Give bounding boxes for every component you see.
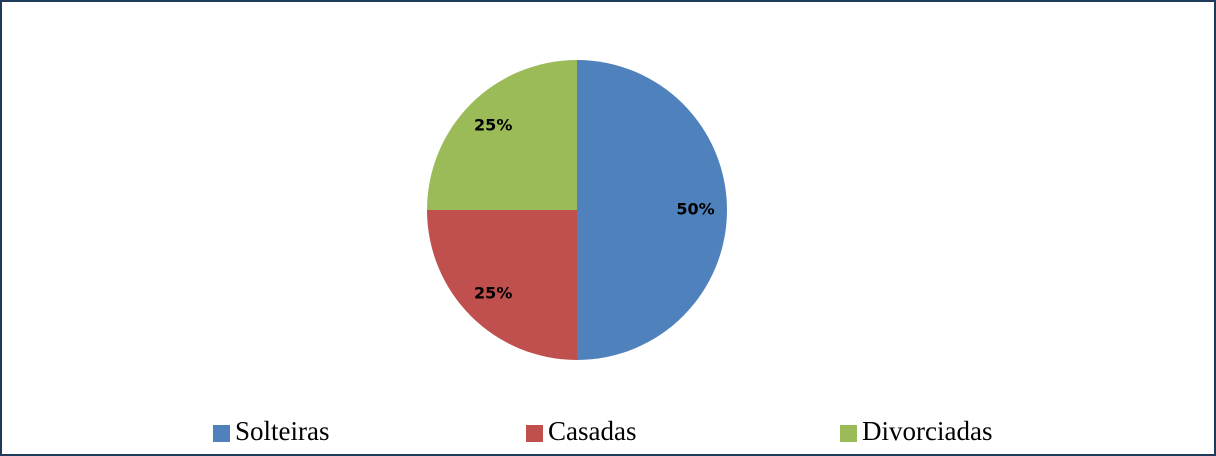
- pie-slice: [427, 210, 577, 360]
- data-label: 25%: [474, 283, 512, 302]
- legend-label: Solteiras: [235, 416, 330, 446]
- pie-slice: [427, 60, 577, 210]
- legend-swatch: [840, 425, 857, 442]
- pie-slice: [577, 60, 727, 360]
- legend-label: Divorciadas: [862, 416, 992, 446]
- legend-swatch: [526, 425, 543, 442]
- legend-label: Casadas: [548, 416, 636, 446]
- legend-swatch: [213, 425, 230, 442]
- data-label: 50%: [676, 200, 714, 219]
- data-label: 25%: [474, 116, 512, 135]
